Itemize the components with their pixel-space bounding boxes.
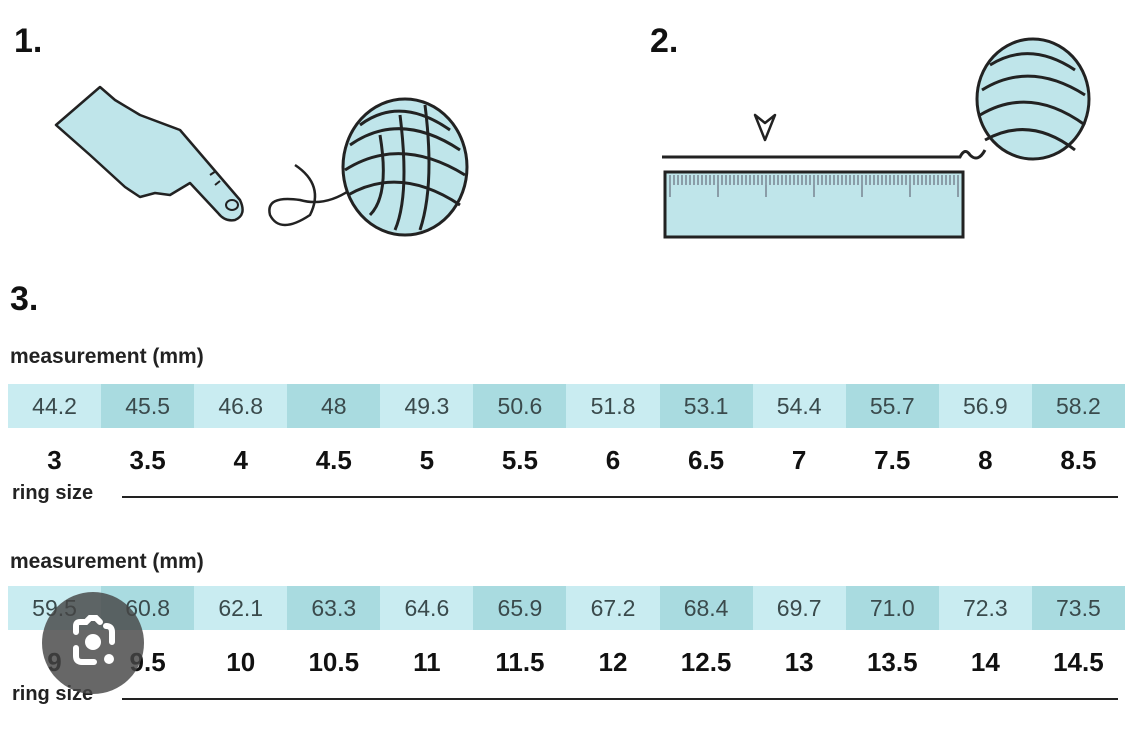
measurement-cell: 73.5 — [1031, 586, 1125, 630]
measurement-cell: 45.5 — [101, 384, 195, 428]
measurement-cell: 58.2 — [1031, 384, 1125, 428]
measurement-cell: 48 — [287, 384, 381, 428]
measurement-cell: 67.2 — [566, 586, 660, 630]
ring-size-divider-1 — [122, 496, 1118, 498]
ring-size-cell: 8 — [978, 445, 993, 475]
ruler-with-string-illustration — [662, 37, 1091, 239]
measurement-cell: 72.3 — [938, 586, 1032, 630]
ring-size-cell: 6.5 — [688, 445, 725, 475]
ring-size-cell: 12 — [598, 647, 628, 677]
ring-size-label-1: ring size — [12, 482, 94, 504]
measurement-cell: 46.8 — [194, 384, 288, 428]
measurement-cell: 51.8 — [566, 384, 660, 428]
measurement-label-1: measurement (mm) — [10, 345, 204, 368]
ring-size-cell: 13.5 — [866, 647, 918, 677]
ring-size-cell: 7.5 — [874, 445, 911, 475]
yarn-ball-icon — [341, 97, 469, 237]
ring-size-cell: 6 — [605, 445, 621, 475]
measurement-cell: 53.1 — [659, 384, 753, 428]
lens-camera-icon[interactable] — [42, 592, 144, 694]
measurement-cell: 54.4 — [752, 384, 846, 428]
measurement-row-1: 44.2 45.5 46.8 48 49.3 50.6 51.8 53.1 54.4 55.7 56… — [8, 384, 1125, 428]
ruler-icon — [663, 170, 965, 239]
ring-size-cell: 11.5 — [495, 647, 545, 677]
measurement-cell: 50.6 — [473, 384, 567, 428]
step-3-number: 3. — [10, 280, 39, 318]
ring-size-cell: 7 — [791, 445, 807, 475]
measurement-cell: 49.3 — [380, 384, 474, 428]
measurement-cell: 44.2 — [8, 384, 102, 428]
ring-size-cell: 13 — [784, 647, 814, 677]
measurement-cell: 63.3 — [287, 586, 381, 630]
ring-size-cell: 4.5 — [315, 445, 352, 475]
measurement-cell: 55.7 — [845, 384, 939, 428]
yarn-ball-icon — [975, 37, 1091, 161]
ring-size-cell: 14 — [970, 647, 1000, 677]
ring-size-cell: 14.5 — [1053, 647, 1104, 677]
measurement-cell: 71.0 — [845, 586, 939, 630]
measurement-label-2: measurement (mm) — [10, 550, 204, 573]
pointing-hand-icon — [54, 85, 244, 222]
measurement-cell: 69.7 — [752, 586, 846, 630]
ring-size-cell: 10.5 — [308, 647, 360, 677]
ring-size-divider-2 — [122, 698, 1118, 700]
step-2-number: 2. — [650, 22, 679, 60]
ring-size-cell: 10 — [226, 647, 256, 677]
ring-size-cell: 5 — [419, 445, 435, 475]
marker-arrow-icon — [753, 113, 777, 142]
ring-size-cell: 3.5 — [129, 445, 166, 475]
measurement-cell: 64.6 — [380, 586, 474, 630]
measurement-cell: 68.4 — [659, 586, 753, 630]
step-1-number: 1. — [14, 22, 43, 60]
ring-size-cell: 8.5 — [1060, 445, 1097, 475]
measurement-cell: 56.9 — [938, 384, 1032, 428]
measurement-cell: 62.1 — [194, 586, 288, 630]
ring-size-cell: 5.5 — [501, 445, 538, 475]
measurement-row-2: 59.560.862.163.364.665.967.268.469.771.0… — [8, 586, 1125, 630]
ring-size-cell: 3 — [47, 445, 62, 475]
ring-size-row-1: 3 3.5 4 4.5 5 5.5 6 6.5 7 7.5 8 8.5 — [8, 445, 1125, 476]
measurement-cell: 65.9 — [473, 586, 567, 630]
ring-size-cell: 11 — [413, 647, 441, 677]
ring-size-cell: 4 — [233, 445, 248, 475]
ring-size-cell: 12.5 — [680, 647, 732, 677]
hand-with-string-illustration — [54, 85, 469, 237]
